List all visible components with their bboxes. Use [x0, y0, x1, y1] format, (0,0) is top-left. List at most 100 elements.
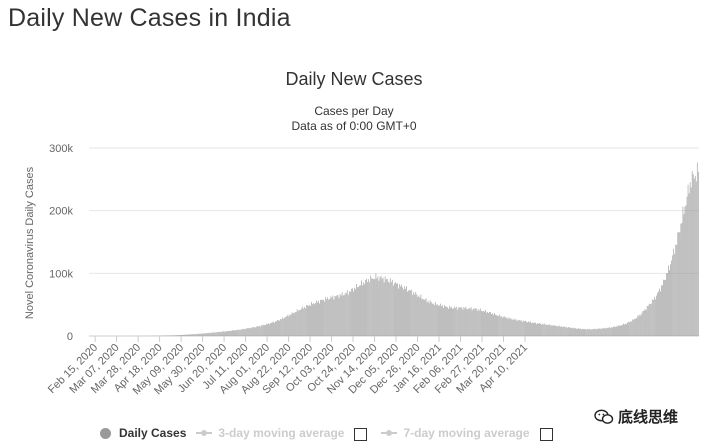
bar: [348, 291, 350, 336]
bar: [433, 305, 435, 336]
bar: [424, 299, 426, 336]
bar: [204, 333, 206, 336]
bar: [676, 244, 678, 336]
bar: [493, 314, 494, 336]
bar: [606, 327, 608, 336]
bar: [311, 301, 312, 336]
bar: [384, 276, 386, 336]
bar: [333, 299, 335, 336]
legend-item-daily-cases[interactable]: Daily Cases: [100, 426, 186, 440]
bar: [412, 294, 414, 336]
bar: [612, 327, 613, 336]
bar: [481, 310, 482, 336]
bar: [236, 330, 238, 336]
bar: [388, 282, 390, 336]
bar: [563, 326, 565, 336]
bar: [604, 328, 606, 336]
bar: [649, 304, 651, 336]
bar: [586, 329, 588, 336]
bar: [683, 214, 685, 336]
bar: [652, 300, 654, 336]
bar: [509, 318, 511, 336]
bar: [507, 319, 509, 336]
bar: [200, 333, 202, 336]
checkbox-3day-average[interactable]: [354, 428, 368, 441]
bar: [226, 331, 227, 336]
bar: [514, 319, 516, 336]
bar: [406, 286, 407, 336]
bar: [364, 284, 365, 336]
bar: [281, 319, 283, 336]
bar: [542, 323, 544, 336]
bar: [641, 312, 643, 336]
bar: [681, 222, 683, 336]
bar: [697, 171, 699, 336]
bar: [228, 330, 229, 336]
bar: [335, 296, 337, 336]
bar: [255, 326, 257, 336]
bar: [595, 329, 597, 336]
bar: [188, 334, 189, 336]
bar: [224, 331, 225, 336]
bar: [405, 288, 406, 336]
bar: [644, 308, 646, 336]
bar: [274, 322, 275, 336]
bar: [550, 325, 552, 336]
legend-item-3day-average[interactable]: 3-day moving average: [196, 426, 344, 440]
bar: [477, 309, 479, 336]
bar: [400, 286, 401, 336]
bar: [646, 305, 648, 336]
bar: [640, 315, 642, 336]
bar: [331, 297, 333, 336]
bar: [346, 290, 348, 336]
bar: [411, 289, 413, 336]
bar: [545, 324, 547, 336]
bar: [392, 285, 394, 336]
bar: [323, 299, 325, 336]
bar: [410, 290, 412, 336]
bar: [206, 333, 208, 336]
bar: [511, 319, 513, 336]
bar: [492, 313, 493, 336]
bar: [490, 311, 491, 336]
bar: [682, 206, 684, 336]
checkbox-7day-average[interactable]: [539, 428, 553, 441]
bar: [692, 174, 694, 336]
bar: [205, 333, 207, 336]
bar: [616, 326, 617, 336]
bar: [374, 279, 376, 336]
bar: [693, 178, 695, 336]
bar: [658, 291, 659, 336]
bar: [387, 281, 389, 336]
bar: [632, 319, 634, 336]
bar: [677, 232, 679, 336]
bar: [282, 317, 284, 336]
bar: [258, 325, 260, 336]
bar: [497, 315, 498, 336]
bar: [466, 309, 468, 336]
legend-item-7day-average[interactable]: 7-day moving average: [381, 426, 530, 440]
bar: [253, 327, 255, 336]
bar: [516, 320, 518, 336]
bar: [404, 286, 405, 336]
bar: [548, 324, 550, 336]
bar: [360, 285, 361, 336]
bar: [229, 331, 230, 336]
bar: [408, 290, 409, 336]
bar: [590, 329, 592, 336]
bar: [303, 306, 305, 336]
bar: [329, 298, 331, 336]
bar: [609, 327, 611, 336]
bar: [193, 334, 195, 336]
bar: [599, 328, 601, 336]
bar: [637, 315, 639, 336]
bar: [592, 328, 594, 336]
bar: [501, 316, 503, 336]
bar: [238, 330, 240, 336]
bar: [302, 308, 304, 336]
bar: [478, 310, 480, 336]
legend-label-3day-average: 3-day moving average: [218, 426, 345, 440]
bar: [596, 328, 598, 336]
bar: [465, 306, 467, 336]
legend-dot-icon: [100, 427, 111, 439]
